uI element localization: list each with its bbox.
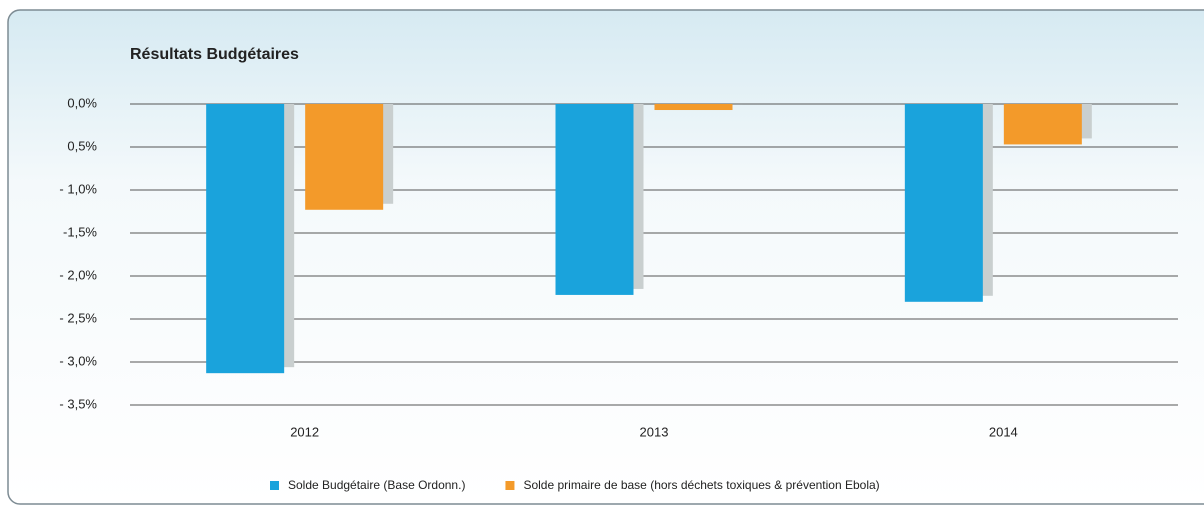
x-tick-label: 2013 <box>640 424 669 439</box>
y-tick-label: - 2,0% <box>59 267 97 282</box>
legend-label: Solde primaire de base (hors déchets tox… <box>523 478 879 492</box>
y-tick-label: - 3,5% <box>59 396 97 411</box>
y-tick-label: -1,5% <box>63 224 97 239</box>
chart-title: Résultats Budgétaires <box>130 46 299 63</box>
legend-label: Solde Budgétaire (Base Ordonn.) <box>288 478 465 492</box>
legend-swatch <box>270 481 279 490</box>
legend-swatch <box>505 481 514 490</box>
x-tick-label: 2014 <box>989 424 1018 439</box>
y-tick-label: - 1,0% <box>59 181 97 196</box>
y-tick-label: - 2,5% <box>59 310 97 325</box>
bar <box>556 104 634 295</box>
bar <box>206 104 284 373</box>
bar <box>905 104 983 302</box>
x-tick-label: 2012 <box>290 424 319 439</box>
y-tick-label: - 3,0% <box>59 353 97 368</box>
y-tick-label: 0,5% <box>67 138 97 153</box>
bar <box>655 104 733 110</box>
bar <box>1004 104 1082 144</box>
y-tick-label: 0,0% <box>67 95 97 110</box>
bar <box>305 104 383 210</box>
